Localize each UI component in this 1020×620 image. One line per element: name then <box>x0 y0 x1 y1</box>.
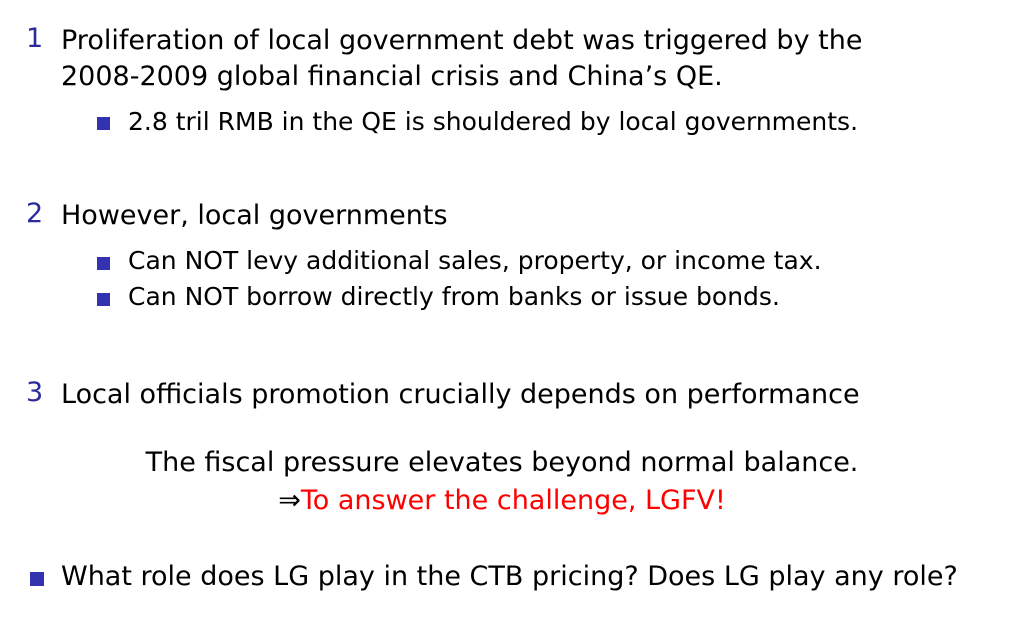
statement-conclusion: ⇒To answer the challenge, LGFV! <box>0 482 1004 520</box>
item-text: Local officials promotion crucially depe… <box>61 377 860 413</box>
item-line: Proliferation of local government debt w… <box>61 25 863 56</box>
sub-bullet-text: Can NOT borrow directly from banks or is… <box>128 282 780 311</box>
item-number: 3 <box>26 377 44 408</box>
enumerated-item-2: 2 However, local governments <box>26 198 448 234</box>
sub-bullet: Can NOT levy additional sales, property,… <box>97 243 822 279</box>
enumerated-item-1: 1 Proliferation of local government debt… <box>26 23 862 95</box>
item-number: 1 <box>26 23 44 54</box>
enumerated-item-3: 3 Local officials promotion crucially de… <box>26 377 860 413</box>
item-text: However, local governments <box>61 198 448 234</box>
implies-arrow-icon: ⇒ <box>278 485 301 516</box>
sub-bullet: Can NOT borrow directly from banks or is… <box>97 279 780 315</box>
item-line: However, local governments <box>61 200 448 231</box>
final-bullet-text: What role does LG play in the CTB pricin… <box>61 561 958 592</box>
item-number: 2 <box>26 198 44 229</box>
square-bullet-icon <box>97 257 110 270</box>
centered-statement: The fiscal pressure elevates beyond norm… <box>0 444 1004 520</box>
highlight-text: To answer the challenge, LGFV! <box>300 485 726 516</box>
sub-bullet-text: 2.8 tril RMB in the QE is shouldered by … <box>128 107 859 136</box>
square-bullet-icon <box>97 293 110 306</box>
sub-bullet-text: Can NOT levy additional sales, property,… <box>128 246 822 275</box>
sub-bullet: 2.8 tril RMB in the QE is shouldered by … <box>97 104 858 140</box>
item-text: Proliferation of local government debt w… <box>61 23 862 95</box>
item-line: 2008-2009 global financial crisis and Ch… <box>61 61 723 92</box>
square-bullet-icon <box>97 117 110 130</box>
statement-line: The fiscal pressure elevates beyond norm… <box>145 447 859 478</box>
item-line: Local officials promotion crucially depe… <box>61 379 860 410</box>
square-bullet-icon <box>30 572 44 586</box>
